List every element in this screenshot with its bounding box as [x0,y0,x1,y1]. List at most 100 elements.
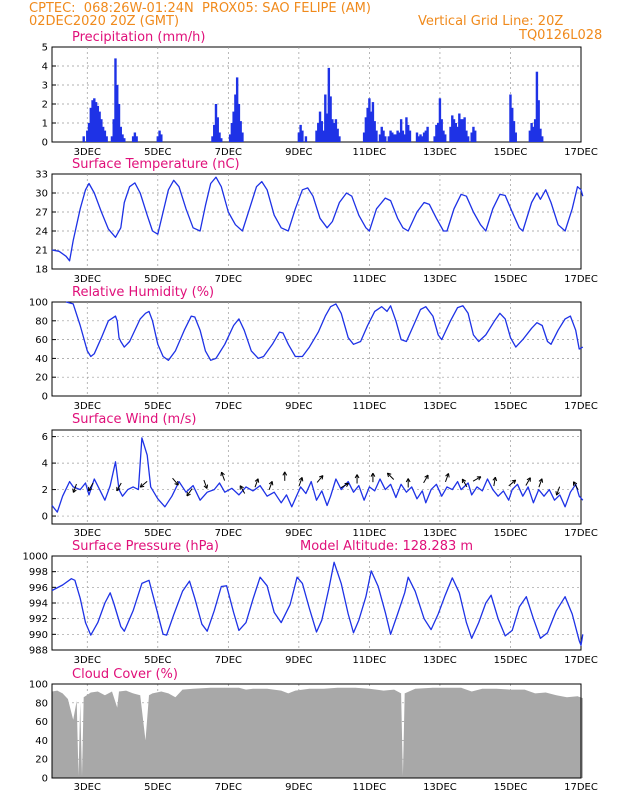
x-tick-label: 9DEC [285,274,312,285]
wind-arrow [444,473,450,483]
y-tick-label: 33 [35,170,48,181]
precip-bar [327,67,331,142]
wind-arrow [370,472,376,483]
x-tick-label: 3DEC [74,401,101,412]
panel-title: Surface Temperature (nC) [72,157,240,172]
header-date-line: 02DEC2020 20Z (GMT) [29,14,180,29]
x-tick-label: 15DEC [494,401,528,412]
precip-bar [239,121,242,142]
wind-arrow-head [555,491,558,496]
y-tick-label: 100 [29,680,48,691]
precip-bar [93,98,96,142]
precip-bar [537,100,540,142]
wind-arrow-head [174,483,179,486]
precip-bar [470,132,473,142]
wind-arrow [139,481,148,488]
precip-bar [94,102,98,142]
plot-frame [51,173,582,270]
precip-bar [237,104,241,142]
precip-bar [463,117,466,142]
wind-arrow-head [116,488,121,492]
precip-bar [105,136,108,142]
precip-bar [449,126,452,142]
x-tick-label: 15DEC [494,147,528,158]
precip-bar [304,136,308,142]
precip-bar [371,102,375,142]
precip-bar [135,136,138,142]
y-tick-label: 80 [35,316,48,327]
precip-bar [399,119,403,142]
wind-arrow-head [354,474,358,479]
y-tick-label: 27 [35,208,48,219]
x-tick-label: 17DEC [564,274,598,285]
y-tick-label: 5 [42,43,48,54]
temp-series-line [51,176,584,262]
x-tick-label: 11DEC [353,528,387,539]
precip-bar [160,134,163,142]
wind-arrow-head [541,478,544,483]
precip-bar [444,134,447,142]
wind-arrow-shaft [221,471,226,481]
precip-bar [426,126,429,142]
precip-bar [234,94,237,142]
precip-bar [101,126,105,142]
precip-bar [91,100,94,142]
wind-arrow-shaft [538,478,543,488]
y-tick-label: 990 [29,630,48,641]
precip-bar [98,111,101,142]
panel-wind: 0 2 4 6 3DEC 5DEC 7DEC 9DEC 11DEC 13DEC 15DEC 17DEC… [42,412,598,539]
wind-arrow-shaft [556,486,561,496]
precip-bar [338,136,341,142]
plot-frame-overlay [51,683,582,779]
panel-title: Relative Humidity (%) [72,285,214,300]
precip-bar [116,85,119,142]
wind-arrow-head [319,475,324,478]
y-tick-label: 0 [42,774,48,785]
precip-bar [216,117,219,142]
precip-bar [156,136,159,142]
precip-bar [158,130,161,142]
y-tick-label: 2 [42,100,48,111]
x-tick-label: 13DEC [423,528,457,539]
wind-arrow-head [513,479,517,484]
precip-bar [366,107,369,142]
precip-bar [325,113,329,142]
wind-arrow-head [405,478,409,483]
precip-bar [384,136,387,142]
precip-bar [123,138,126,142]
x-tick-label: 17DEC [564,401,598,412]
wind-arrow [254,478,260,488]
y-tick-label: 3 [42,81,48,92]
panel-title: Surface Pressure (hPa) [72,539,219,554]
precip-bar [114,58,117,142]
precip-bar [131,136,135,142]
header-model-id: TQ0126L028 [519,28,603,43]
wind-arrow [492,476,498,487]
panel-temp: 18 21 24 27 30 33 3DEC 5DEC 7DEC 9DEC 11DEC 13DEC 15… [35,157,598,285]
panel-press: 988 990 992 994 996 998 1000 3DEC 5DEC 7DEC 9DEC 11… [23,539,598,666]
x-tick-label: 5DEC [144,528,171,539]
precip-bar [117,104,121,142]
wind-arrow-head [239,485,244,489]
wind-arrow-shaft [461,478,468,488]
wind-arrow [405,478,411,488]
wind-arrow-head [387,472,392,475]
precip-bar [456,126,459,142]
x-tick-label: 7DEC [215,782,242,793]
precip-bar [133,132,137,142]
wind-arrow [316,475,324,483]
precip-bar [511,107,514,142]
y-tick-label: 20 [35,755,48,766]
x-tick-label: 3DEC [74,147,101,158]
wind-arrow-head [494,477,498,482]
wind-arrow-shaft [508,479,516,487]
precip-bar [419,134,422,142]
precip-bar [220,138,223,142]
precip-bar [235,77,239,142]
precip-bar [405,117,408,142]
wind-arrow-head [492,476,496,481]
precip-bar [421,136,424,142]
precip-bar [369,111,373,142]
precip-bar [533,119,537,142]
x-tick-label: 3DEC [74,655,101,666]
